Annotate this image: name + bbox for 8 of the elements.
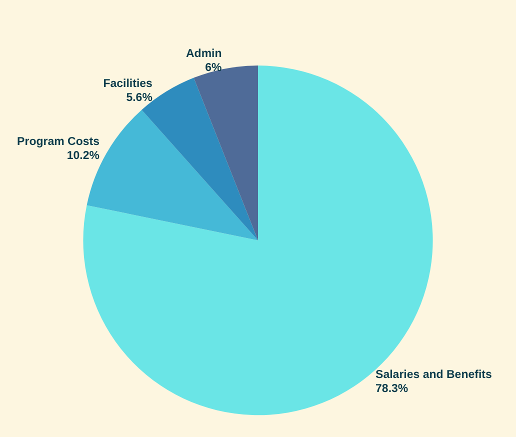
data-label: 6% <box>205 62 222 74</box>
slice-label: Salaries and Benefits <box>376 369 492 382</box>
data-label: 10.2% <box>66 150 100 162</box>
data-label: 5.6% <box>126 92 152 104</box>
slice-label: Admin <box>186 48 222 60</box>
data-label: 78.3% <box>376 383 408 396</box>
slice-label: Facilities <box>103 78 152 90</box>
slice-label: Program Costs <box>17 136 100 148</box>
